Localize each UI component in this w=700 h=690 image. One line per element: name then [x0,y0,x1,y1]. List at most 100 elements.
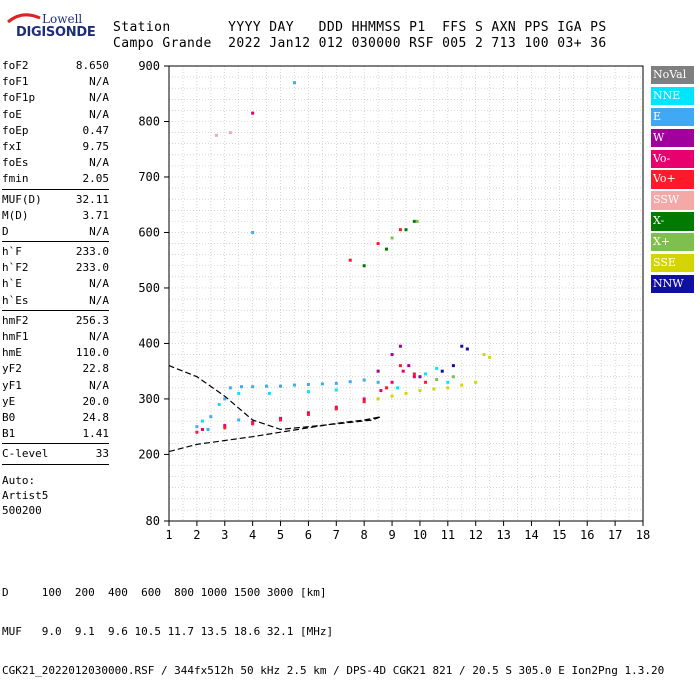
data-point [435,378,439,382]
data-point [362,400,366,404]
data-point [251,111,255,115]
data-point [396,386,400,390]
param-value: N/A [89,277,109,291]
legend-item: X+ [651,233,694,252]
param-row: hmF1 N/A [2,329,109,345]
y-tick-label: 80 [146,514,160,528]
data-point [384,247,388,251]
param-value: N/A [89,224,109,238]
param-label: foF1p [2,91,36,105]
legend-item: Vo- [651,149,694,168]
param-label: fmin [2,172,29,186]
x-tick-label: 6 [305,528,312,542]
param-value: 1.41 [82,427,110,441]
y-tick-label: 500 [138,281,160,295]
param-row: h`Es N/A [2,293,109,309]
x-tick-label: 7 [333,528,340,542]
param-value: 233.0 [75,245,109,259]
data-point [348,258,352,262]
param-value: 32.11 [75,192,109,206]
x-tick-label: 11 [441,528,455,542]
x-tick-label: 1 [165,528,172,542]
param-value: N/A [89,293,109,307]
data-point [412,375,416,379]
param-row: yE 20.0 [2,394,109,410]
param-row: hmE 110.0 [2,345,109,361]
data-point [206,427,210,431]
legend-item: NNW [651,274,694,294]
param-value: N/A [89,91,109,105]
data-point [446,380,450,384]
data-point [412,219,416,223]
data-point [306,412,310,416]
data-point [390,394,394,398]
data-point [223,424,227,428]
y-tick-label: 800 [138,114,160,128]
data-point [398,228,402,232]
param-value: N/A [89,330,109,343]
x-tick-label: 9 [388,528,395,542]
param-label: hmF1 [2,330,29,343]
param-row: h`F 233.0 [2,244,109,260]
param-row: foEp 0.47 [2,123,109,139]
param-row: B0 24.8 [2,410,109,426]
param-row: h`E N/A [2,276,109,292]
param-value: 233.0 [75,261,109,275]
data-point [223,426,227,430]
data-point [251,230,255,234]
legend: NoVal NNE E W Vo- Vo+ SSW X- X+ SSE NNW [651,66,694,296]
data-point [237,391,241,395]
data-point [398,364,402,368]
param-row: h`F2 233.0 [2,260,109,276]
param-value: 9.75 [82,139,110,153]
data-point [334,407,338,411]
x-tick-label: 8 [361,528,368,542]
legend-item: NoVal [651,66,694,85]
param-label: h`E [2,277,22,291]
data-point [435,366,439,370]
data-point [460,344,464,348]
data-point [404,391,408,395]
data-point [401,369,405,373]
param-row: M(D) 3.71 [2,208,109,224]
param-value: 3.71 [82,208,110,222]
data-point [320,382,324,386]
data-point [407,364,411,368]
param-value: N/A [89,156,109,170]
x-tick-label: 18 [636,528,650,542]
legend-item: Vo+ [651,170,694,189]
bottom-info: D 100 200 400 600 800 1000 1500 3000 [km… [2,560,664,690]
param-label: B1 [2,427,16,441]
data-point [195,425,199,429]
param-label: hmF2 [2,313,29,327]
param-label: h`F2 [2,261,29,275]
y-tick-label: 600 [138,225,160,239]
legend-item: E [651,107,694,127]
legend-item: W [651,128,694,147]
data-point [460,383,464,387]
data-point [404,228,408,232]
param-divider [2,463,109,465]
data-point [251,420,255,424]
autoscaling-info: 500200 [2,503,42,517]
param-label: D [2,224,9,238]
data-point [214,133,218,137]
data-point [209,415,213,419]
param-row: B1 1.41 [2,426,109,442]
param-row: fmin 2.05 [2,171,109,187]
data-point [376,369,380,373]
data-point [200,427,204,431]
param-label: foE [2,107,22,121]
param-label: h`Es [2,293,29,307]
data-point [482,353,486,357]
header-row-labels: Station YYYY DAY DDD HHMMSS P1 FFS S AXN… [113,20,607,35]
param-label: fxI [2,139,22,153]
param-row: D N/A [2,224,109,240]
data-point [390,380,394,384]
x-tick-label: 10 [413,528,427,542]
param-row: hmF2 256.3 [2,313,109,329]
x-tick-label: 17 [608,528,622,542]
param-label: C-level [2,447,49,461]
x-tick-label: 3 [221,528,228,542]
param-divider [2,241,109,243]
